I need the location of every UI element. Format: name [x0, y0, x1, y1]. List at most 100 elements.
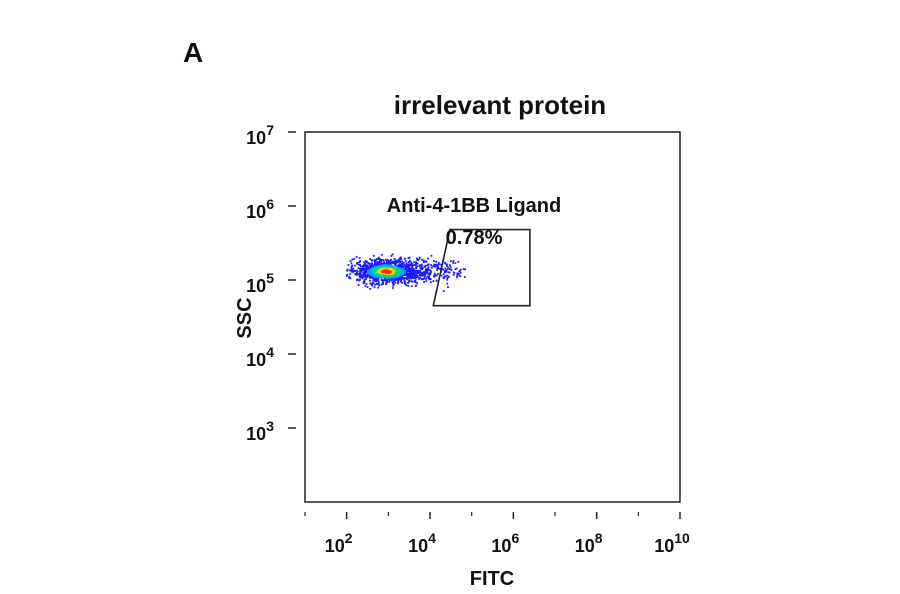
event-dot	[360, 276, 362, 278]
y-tick-exp: 5	[266, 270, 274, 286]
event-dot	[372, 254, 375, 257]
event-dot	[366, 267, 369, 269]
event-dot	[380, 259, 382, 262]
event-dot	[349, 273, 352, 276]
event-dot	[404, 282, 406, 285]
event-dot	[359, 264, 362, 266]
event-dot	[430, 281, 432, 284]
y-tick-label: 103	[246, 418, 274, 444]
event-dot	[371, 259, 374, 262]
event-dot	[409, 273, 412, 275]
event-dot	[387, 259, 390, 262]
event-dot	[414, 273, 417, 276]
event-dot	[368, 270, 371, 272]
event-dot	[445, 270, 447, 273]
event-dot	[377, 256, 380, 259]
event-dot	[430, 266, 433, 269]
event-dot	[454, 262, 457, 265]
event-dot	[397, 280, 399, 282]
event-dot	[384, 272, 387, 275]
event-dot	[403, 280, 406, 282]
event-dot	[403, 271, 405, 274]
event-dot	[364, 260, 367, 262]
event-dot	[459, 271, 462, 274]
event-dot	[365, 271, 368, 273]
event-dot	[376, 276, 379, 278]
event-dot	[378, 258, 381, 260]
y-tick-exp: 6	[266, 196, 274, 212]
event-dot	[416, 265, 419, 268]
event-dot	[346, 273, 349, 276]
event-dot	[394, 261, 396, 264]
event-dot	[432, 265, 435, 267]
event-dot	[423, 271, 425, 273]
event-dot	[449, 264, 451, 266]
event-dot	[350, 270, 353, 273]
event-dot	[405, 271, 408, 274]
event-dot	[375, 258, 378, 260]
event-dot	[395, 276, 398, 278]
event-dot	[411, 268, 414, 270]
event-dot	[413, 261, 415, 264]
event-dot	[440, 263, 443, 266]
event-dot	[422, 273, 425, 276]
event-dot	[358, 270, 361, 273]
event-dot	[420, 264, 423, 267]
event-dot	[385, 278, 388, 281]
event-dot	[367, 262, 369, 264]
event-dot	[444, 262, 447, 265]
event-dot	[450, 260, 452, 263]
event-dot	[464, 268, 466, 271]
event-dot	[412, 276, 415, 278]
event-dot	[381, 279, 384, 282]
event-dot	[389, 259, 392, 262]
event-dot	[380, 266, 383, 269]
event-dot	[395, 271, 398, 273]
event-dot	[406, 278, 408, 281]
event-dot	[446, 265, 448, 267]
event-dot	[390, 258, 392, 261]
event-dot	[369, 288, 372, 290]
event-dot	[408, 256, 411, 259]
y-tick-base: 10	[246, 202, 266, 222]
event-dot	[360, 265, 362, 268]
event-dot	[369, 258, 372, 260]
event-dot	[351, 269, 354, 272]
x-tick-label: 104	[408, 530, 436, 556]
event-dot	[463, 276, 466, 278]
event-dot	[356, 263, 359, 265]
event-dot	[416, 275, 419, 277]
event-dot	[392, 262, 395, 265]
event-dot	[456, 274, 459, 277]
event-dot	[415, 274, 418, 277]
event-dot	[399, 261, 402, 264]
event-dot	[439, 268, 441, 270]
event-dot	[347, 264, 350, 266]
event-dot	[422, 278, 425, 281]
y-tick-base: 10	[246, 128, 266, 148]
event-dot	[361, 274, 364, 276]
event-dot	[375, 282, 378, 285]
event-dot	[408, 276, 410, 279]
event-dot	[440, 274, 443, 277]
gate-polygon[interactable]	[432, 228, 531, 307]
event-dot	[407, 282, 409, 284]
event-dot	[399, 271, 402, 273]
event-dot	[423, 281, 425, 283]
event-dot	[446, 268, 449, 270]
event-dot	[387, 267, 389, 270]
event-dot	[375, 270, 378, 272]
event-dot	[420, 267, 423, 269]
chart-title: irrelevant protein	[394, 90, 606, 120]
event-dot	[392, 284, 395, 287]
event-dot	[356, 270, 359, 273]
event-dot	[363, 269, 366, 271]
event-dot	[426, 267, 429, 270]
event-dot	[442, 277, 445, 279]
event-dot	[403, 268, 406, 271]
event-dot	[446, 263, 448, 266]
y-tick-label: 105	[246, 270, 274, 296]
event-dot	[430, 270, 432, 273]
